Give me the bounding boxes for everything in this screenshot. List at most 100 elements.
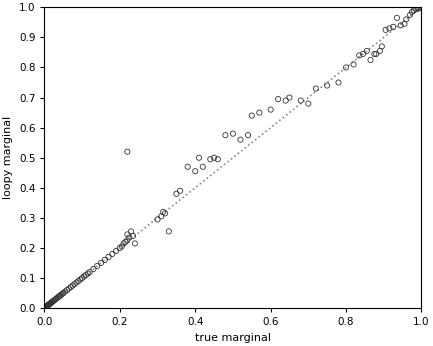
- Point: [173, 191, 180, 197]
- Point: [118, 244, 125, 249]
- Point: [165, 229, 172, 234]
- Point: [52, 296, 59, 302]
- Point: [97, 260, 104, 266]
- Point: [105, 254, 112, 260]
- Point: [109, 251, 116, 257]
- Point: [376, 48, 383, 54]
- Point: [335, 80, 342, 85]
- Point: [132, 241, 139, 246]
- Point: [64, 287, 71, 293]
- X-axis label: true marginal: true marginal: [195, 333, 271, 343]
- Point: [237, 137, 244, 143]
- Point: [373, 51, 380, 57]
- Point: [214, 156, 221, 162]
- Point: [56, 293, 63, 299]
- Point: [343, 65, 349, 70]
- Point: [47, 301, 54, 306]
- Point: [43, 304, 50, 309]
- Point: [116, 245, 123, 251]
- Point: [86, 269, 93, 275]
- Point: [71, 281, 78, 287]
- Point: [196, 155, 203, 161]
- Point: [128, 229, 135, 234]
- Point: [207, 156, 214, 162]
- Point: [82, 272, 89, 278]
- Point: [44, 303, 51, 309]
- Point: [94, 263, 100, 269]
- Point: [177, 188, 184, 193]
- Point: [54, 295, 61, 300]
- Point: [44, 303, 51, 308]
- Point: [403, 17, 410, 22]
- Point: [371, 51, 378, 57]
- Point: [416, 5, 423, 11]
- Point: [43, 303, 50, 309]
- Point: [84, 271, 91, 276]
- Point: [382, 27, 389, 33]
- Point: [79, 275, 86, 281]
- Point: [312, 86, 319, 91]
- Point: [68, 284, 74, 290]
- Point: [222, 133, 229, 138]
- Point: [113, 248, 120, 254]
- Point: [46, 301, 53, 307]
- Point: [256, 110, 263, 115]
- Point: [59, 291, 66, 297]
- Point: [158, 213, 165, 219]
- Point: [356, 53, 363, 58]
- Point: [124, 238, 131, 243]
- Point: [245, 133, 252, 138]
- Point: [122, 239, 129, 245]
- Point: [42, 305, 48, 310]
- Point: [324, 83, 331, 88]
- Point: [44, 303, 51, 308]
- Y-axis label: loopy marginal: loopy marginal: [3, 116, 13, 199]
- Point: [275, 96, 281, 102]
- Point: [394, 15, 401, 21]
- Point: [124, 149, 131, 154]
- Point: [410, 8, 417, 13]
- Point: [378, 44, 385, 49]
- Point: [199, 164, 206, 170]
- Point: [120, 241, 127, 246]
- Point: [41, 305, 48, 311]
- Point: [77, 277, 84, 282]
- Point: [45, 302, 52, 307]
- Point: [386, 26, 393, 31]
- Point: [229, 131, 236, 136]
- Point: [248, 113, 255, 118]
- Point: [390, 24, 397, 30]
- Point: [58, 292, 65, 297]
- Point: [75, 278, 82, 284]
- Point: [45, 302, 52, 308]
- Point: [350, 62, 357, 67]
- Point: [363, 48, 370, 54]
- Point: [42, 304, 49, 310]
- Point: [124, 231, 131, 237]
- Point: [69, 283, 76, 288]
- Point: [55, 294, 62, 299]
- Point: [53, 296, 60, 301]
- Point: [192, 169, 199, 174]
- Point: [210, 155, 217, 161]
- Point: [61, 289, 68, 294]
- Point: [305, 101, 312, 106]
- Point: [65, 286, 72, 291]
- Point: [57, 293, 64, 298]
- Point: [282, 98, 289, 103]
- Point: [286, 95, 293, 100]
- Point: [401, 21, 408, 27]
- Point: [184, 164, 191, 170]
- Point: [154, 217, 161, 222]
- Point: [50, 298, 57, 303]
- Point: [81, 274, 87, 279]
- Point: [367, 57, 374, 63]
- Point: [73, 280, 80, 285]
- Point: [90, 266, 97, 272]
- Point: [418, 4, 425, 10]
- Point: [47, 301, 54, 306]
- Point: [129, 233, 136, 239]
- Point: [49, 299, 56, 304]
- Point: [60, 290, 67, 296]
- Point: [359, 51, 366, 57]
